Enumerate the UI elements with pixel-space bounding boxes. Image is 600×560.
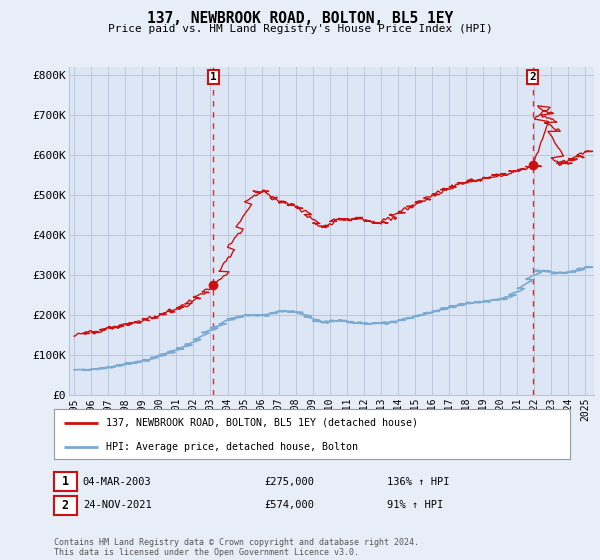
Text: 2: 2: [62, 498, 69, 512]
Text: 1: 1: [210, 72, 217, 82]
Text: 2: 2: [529, 72, 536, 82]
Text: 24-NOV-2021: 24-NOV-2021: [83, 500, 152, 510]
Text: 137, NEWBROOK ROAD, BOLTON, BL5 1EY (detached house): 137, NEWBROOK ROAD, BOLTON, BL5 1EY (det…: [106, 418, 418, 428]
Text: 136% ↑ HPI: 136% ↑ HPI: [387, 477, 449, 487]
Text: 137, NEWBROOK ROAD, BOLTON, BL5 1EY: 137, NEWBROOK ROAD, BOLTON, BL5 1EY: [147, 11, 453, 26]
Text: Contains HM Land Registry data © Crown copyright and database right 2024.
This d: Contains HM Land Registry data © Crown c…: [54, 538, 419, 557]
Text: £574,000: £574,000: [264, 500, 314, 510]
Text: 91% ↑ HPI: 91% ↑ HPI: [387, 500, 443, 510]
Text: £275,000: £275,000: [264, 477, 314, 487]
Text: 1: 1: [62, 475, 69, 488]
Text: 04-MAR-2003: 04-MAR-2003: [83, 477, 152, 487]
Text: HPI: Average price, detached house, Bolton: HPI: Average price, detached house, Bolt…: [106, 442, 358, 451]
Text: Price paid vs. HM Land Registry's House Price Index (HPI): Price paid vs. HM Land Registry's House …: [107, 24, 493, 34]
